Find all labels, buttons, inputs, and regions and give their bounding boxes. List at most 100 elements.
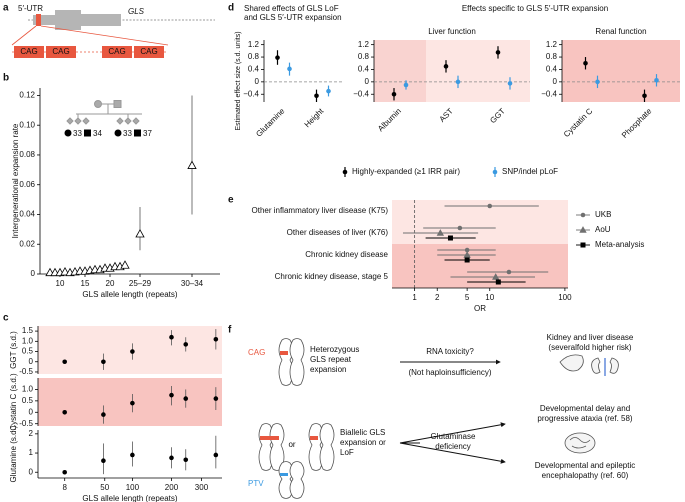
exon: [33, 15, 55, 25]
y-tick-label: 0: [255, 77, 260, 86]
exon: [55, 10, 81, 30]
ptv-label: PTV: [248, 479, 264, 488]
marker: [642, 93, 647, 99]
repeat-site: [36, 14, 41, 26]
x-tick-label: Height: [303, 106, 326, 129]
mechanism-diagram: [258, 338, 619, 499]
y-tick-label: 0: [29, 467, 34, 476]
y-tick-label: −0.4: [243, 89, 259, 98]
marker: [436, 229, 445, 236]
marker: [101, 412, 106, 417]
expansion-mark: [310, 436, 318, 440]
marker: [595, 79, 600, 85]
marker: [62, 409, 67, 415]
y-tick-label: -0.5: [19, 419, 33, 428]
marker: [455, 79, 461, 85]
x-tick-label: 20: [106, 279, 115, 288]
kidney-icon: [609, 357, 619, 374]
chromosome: [258, 423, 274, 471]
marker: [314, 93, 319, 99]
diagram-text: (Not haploinsufficiency): [408, 368, 491, 377]
y-tick-label: 1.2: [248, 40, 260, 49]
brain-icon: [564, 432, 596, 454]
y-tick-label: 0.8: [358, 52, 370, 61]
expansion-mark: [280, 351, 288, 355]
pedigree-node: [114, 129, 122, 137]
x-tick-label: 50: [100, 483, 109, 492]
pedigree-node: [66, 117, 74, 125]
marker: [213, 452, 219, 458]
marker: [487, 203, 493, 209]
pedigree: [64, 100, 142, 137]
pedigree-node: [113, 100, 122, 108]
y-tick-label: 0.8: [248, 52, 260, 61]
repeat-count: 33: [73, 129, 82, 138]
pedigree-node: [134, 129, 141, 137]
marker: [275, 55, 280, 60]
x-tick-label: 10: [485, 293, 494, 302]
expansion-mark: [260, 436, 279, 440]
marker: [183, 457, 189, 463]
diagram-text: deficiency: [435, 442, 471, 451]
x-tick-label: 300: [195, 483, 209, 492]
x-tick-label: 8: [62, 483, 67, 492]
diagram-text: expansion: [310, 365, 346, 374]
y-tick-label: 0.02: [19, 239, 35, 248]
legend-label: Meta-analysis: [595, 240, 644, 249]
axis-title: GGT (s.d.): [9, 331, 18, 369]
x-axis-title: OR: [474, 304, 486, 313]
diagram-text: Biallelic GLS: [340, 428, 385, 437]
diagram-text: GLS repeat: [310, 355, 352, 364]
y-tick-label: 0: [553, 77, 558, 86]
legend-marker: [580, 212, 586, 218]
region-background: [478, 40, 530, 102]
region-background: [374, 40, 426, 102]
x-tick-label: Albumin: [376, 107, 403, 134]
marker: [326, 88, 331, 94]
marker: [135, 229, 145, 238]
exon: [81, 14, 121, 26]
panel-label: c: [3, 313, 9, 324]
marker: [213, 336, 219, 342]
zoom-line: [11, 25, 37, 46]
x-tick-label: 30–34: [181, 279, 204, 288]
repeat-box: [46, 46, 76, 58]
x-tick-label: 2: [435, 293, 440, 302]
panel-background: [38, 326, 222, 374]
axis-title: Glutamine (s.d.): [9, 425, 18, 482]
chart-subtitle: Renal function: [595, 27, 646, 36]
panel-label: d: [228, 3, 234, 14]
marker: [447, 235, 453, 241]
diagram-text: Glutaminase: [431, 432, 476, 441]
marker: [583, 60, 588, 66]
category-label: Other diseases of liver (K76): [287, 228, 389, 237]
chromosome: [308, 423, 324, 471]
marker: [506, 269, 512, 275]
marker: [62, 469, 67, 475]
y-tick-label: −0.4: [353, 89, 369, 98]
region-background: [426, 40, 478, 102]
y-tick-label: −0.4: [541, 89, 557, 98]
legend-marker: [580, 242, 586, 248]
arrow: [399, 422, 506, 444]
marker: [130, 400, 135, 406]
axis-title: Cystatin C (s.d.): [9, 373, 18, 431]
outcome-text: progressive ataxia (ref. 58): [537, 414, 632, 423]
section-header: Effects specific to GLS 5′-UTR expansion: [462, 4, 608, 13]
region-background: [392, 222, 568, 244]
marker: [101, 458, 106, 464]
y-tick-label: 2: [29, 429, 34, 438]
marker: [187, 160, 197, 169]
y-tick-label: 0.12: [19, 91, 35, 100]
x-tick-label: Phosphate: [620, 106, 654, 140]
y-tick-label: 0.8: [546, 52, 558, 61]
marker: [287, 66, 292, 72]
legend-label: SNP/indel pLoF: [502, 167, 558, 176]
repeat-box: [14, 46, 44, 58]
marker: [130, 349, 135, 354]
repeat-count: 34: [93, 129, 102, 138]
liver-icon: [559, 354, 584, 372]
marker: [183, 396, 189, 401]
repeat-label: CAG: [20, 47, 37, 56]
